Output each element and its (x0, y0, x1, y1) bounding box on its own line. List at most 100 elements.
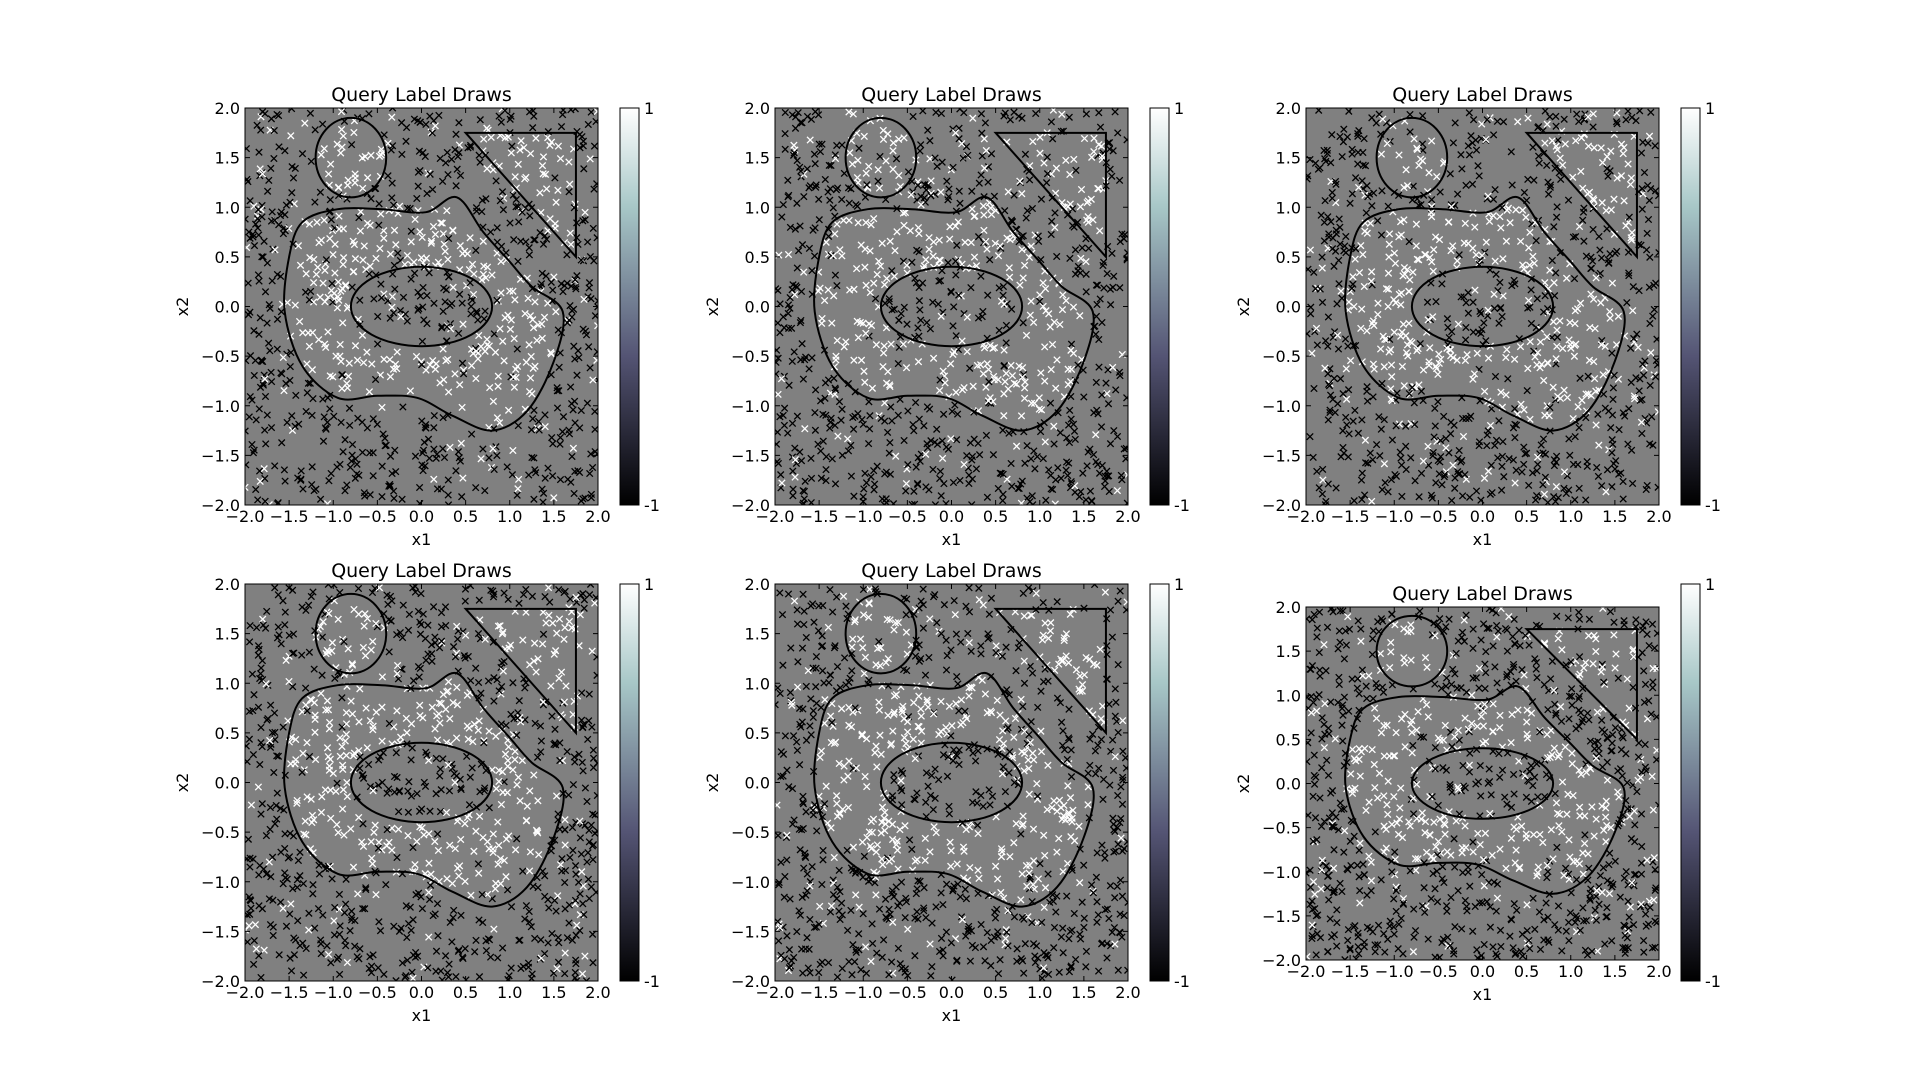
scatter-point (1491, 257, 1499, 265)
scatter-point (1034, 703, 1042, 712)
scatter-point (1047, 118, 1056, 126)
scatter-point (1562, 489, 1570, 498)
scatter-point (341, 737, 349, 745)
scatter-point (263, 319, 271, 327)
y-tick-label: 1.5 (215, 149, 240, 168)
scatter-point (368, 854, 376, 862)
scatter-point (1339, 443, 1347, 452)
scatter-point (1041, 285, 1050, 293)
scatter-point (974, 233, 983, 241)
scatter-point (589, 754, 598, 762)
scatter-point (373, 420, 381, 428)
scatter-point (1544, 178, 1552, 186)
inner-ellipse-boundary (349, 265, 494, 348)
scatter-point (544, 584, 553, 592)
scatter-point (968, 205, 976, 213)
scatter-point (432, 754, 440, 763)
scatter-point (441, 247, 449, 256)
scatter-point (512, 184, 521, 192)
scatter-point (1114, 597, 1122, 605)
scatter-point (422, 120, 430, 129)
scatter-point (1613, 120, 1621, 128)
scatter-point (879, 135, 888, 144)
scatter-point (1414, 344, 1422, 353)
scatter-point (299, 485, 307, 493)
scatter-point (782, 833, 791, 842)
scatter-point (1417, 387, 1426, 395)
scatter-point (547, 682, 555, 690)
scatter-point (1534, 152, 1543, 160)
scatter-point (1637, 149, 1646, 157)
scatter-point (270, 126, 278, 135)
scatter-point (474, 726, 482, 734)
scatter-point (915, 229, 923, 238)
scatter-point (416, 664, 424, 673)
scatter-point (295, 420, 303, 428)
scatter-point (455, 290, 464, 298)
scatter-point (526, 149, 535, 158)
scatter-point (821, 379, 830, 387)
scatter-point (529, 882, 537, 890)
scatter-point (1412, 220, 1421, 228)
scatter-point (273, 315, 282, 323)
scatter-point (1587, 264, 1596, 273)
scatter-point (388, 142, 397, 150)
scatter-point (455, 872, 463, 880)
scatter-point (298, 768, 306, 776)
scatter-point (1363, 397, 1372, 405)
scatter-point (1385, 253, 1393, 261)
scatter-point (552, 741, 560, 749)
scatter-point (871, 749, 879, 757)
scatter-point (1101, 906, 1109, 914)
scatter-point (888, 306, 896, 314)
scatter-point (1318, 264, 1326, 272)
scatter-point (273, 345, 281, 353)
scatter-point (497, 289, 505, 297)
decision-boundaries (813, 116, 1107, 432)
scatter-point (915, 248, 923, 256)
scatter-point (871, 294, 880, 303)
scatter-point (1602, 488, 1610, 496)
scatter-point (781, 129, 789, 138)
scatter-point (848, 667, 856, 675)
scatter-point (1608, 279, 1617, 287)
scatter-point (425, 269, 433, 277)
scatter-point (926, 940, 934, 948)
scatter-point (880, 399, 889, 407)
scatter-point (1627, 234, 1635, 242)
scatter-point (259, 379, 267, 387)
scatter-point (1590, 196, 1598, 204)
scatter-point (798, 241, 807, 249)
scatter-point (1053, 848, 1061, 856)
scatter-point (1100, 482, 1109, 491)
scatter-point (534, 321, 542, 329)
scatter-point (444, 476, 452, 484)
scatter-point (1093, 281, 1102, 289)
scatter-point (1352, 245, 1360, 253)
scatter-point (1535, 159, 1543, 167)
scatter-point (875, 257, 883, 265)
scatter-point (1405, 287, 1413, 295)
scatter-point (1053, 356, 1061, 364)
scatter-point (922, 769, 931, 777)
decision-boundaries (283, 592, 577, 908)
scatter-point (1050, 422, 1058, 430)
scatter-point (1092, 281, 1101, 289)
scatter-point (433, 736, 442, 744)
scatter-point (516, 714, 524, 722)
scatter-point (917, 192, 925, 201)
scatter-point (844, 803, 853, 812)
scatter-point (1080, 914, 1088, 922)
scatter-point (432, 454, 440, 462)
scatter-point (333, 304, 342, 312)
scatter-point (374, 312, 382, 321)
scatter-point (293, 876, 302, 884)
scatter-point (419, 149, 427, 157)
scatter-point (807, 115, 816, 124)
scatter-point (1619, 149, 1627, 158)
scatter-point (561, 623, 569, 632)
scatter-point (578, 868, 586, 876)
scatter-point (947, 435, 955, 443)
y-tick-label: 0.0 (215, 298, 240, 317)
scatter-point (1372, 440, 1381, 449)
